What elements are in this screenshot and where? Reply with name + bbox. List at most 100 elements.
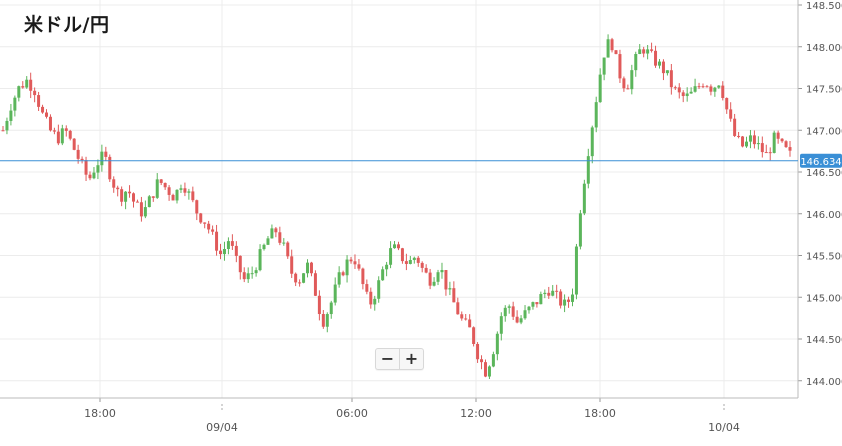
y-tick-label: 146.500: [806, 168, 842, 179]
candle-body: [444, 270, 448, 290]
candle-body: [404, 261, 408, 264]
candle-body: [199, 213, 203, 223]
candle-body: [602, 57, 606, 75]
candle-body: [96, 165, 100, 173]
candle-body: [143, 207, 147, 217]
candle-body: [483, 362, 487, 377]
y-tick-label: 147.500: [806, 85, 842, 96]
candle-body: [37, 95, 41, 107]
candle-body: [396, 244, 400, 249]
candle-body: [211, 229, 215, 232]
candle-body: [1, 130, 5, 132]
candle-body: [183, 188, 187, 193]
candle-body: [286, 242, 290, 257]
candle-body: [456, 302, 460, 315]
candle-body: [393, 244, 397, 249]
candle-body: [448, 288, 452, 290]
candle-body: [491, 354, 495, 367]
candle-body: [262, 244, 266, 250]
candle-body: [578, 213, 582, 247]
candle-body: [207, 223, 211, 230]
candle-body: [523, 310, 527, 319]
candle-body: [389, 248, 393, 265]
candle-body: [657, 61, 661, 66]
candle-body: [665, 70, 669, 74]
candle-body: [654, 50, 658, 66]
candle-body: [784, 141, 788, 148]
zoom-divider: [399, 349, 400, 369]
candle-body: [721, 85, 725, 98]
candle-body: [163, 182, 167, 188]
candle-body: [476, 343, 480, 360]
candle-body: [507, 306, 511, 308]
candle-body: [527, 306, 531, 311]
candle-body: [432, 281, 436, 286]
candle-body: [472, 327, 476, 344]
axis-layer: 148.500 148.000 147.500 147.000 146.500 146.0…: [0, 0, 842, 434]
zoom-out-button[interactable]: −: [380, 349, 395, 368]
candle-body: [725, 97, 729, 110]
candle-body: [385, 264, 389, 270]
candle-body: [748, 135, 752, 142]
candle-body: [574, 246, 578, 295]
candle-body: [171, 194, 175, 201]
candle-body: [179, 188, 183, 190]
candle-body: [230, 241, 234, 246]
candle-body: [464, 318, 468, 320]
candle-body: [9, 110, 13, 121]
candles-layer: [1, 34, 792, 380]
candle-body: [650, 49, 654, 51]
candle-body: [729, 109, 733, 119]
candle-body: [590, 127, 594, 157]
y-tick-label: 147.000: [806, 126, 842, 137]
x-tick-label: 12:00: [460, 407, 492, 420]
candle-body: [630, 70, 634, 90]
y-tick-label: 148.000: [806, 43, 842, 54]
candle-body: [139, 202, 143, 217]
candle-body: [511, 306, 515, 317]
candle-body: [614, 50, 618, 55]
current-price-label: 146.634: [800, 157, 841, 168]
candle-body: [313, 273, 317, 296]
candle-body: [756, 143, 760, 145]
candle-body: [92, 172, 96, 179]
candle-body: [219, 250, 223, 255]
candle-body: [503, 307, 507, 317]
candle-body: [531, 302, 535, 307]
candle-body: [250, 273, 254, 275]
candle-body: [238, 255, 242, 273]
candle-body: [21, 86, 25, 88]
candle-body: [697, 86, 701, 88]
candle-body: [329, 302, 333, 315]
y-tick-label: 148.500: [806, 1, 842, 12]
candle-body: [195, 200, 199, 214]
y-tick-label: 145.000: [806, 293, 842, 304]
x-tick-label: 18:00: [84, 407, 116, 420]
candle-body: [717, 85, 721, 88]
candle-body: [416, 257, 420, 263]
candle-body: [764, 152, 768, 154]
candle-body: [460, 314, 464, 319]
candle-body: [737, 135, 741, 137]
candle-body: [515, 316, 519, 323]
candle-body: [45, 112, 49, 117]
candle-body: [744, 141, 748, 147]
candle-body: [420, 262, 424, 268]
candle-body: [159, 179, 163, 183]
candle-body: [215, 231, 219, 251]
candle-body: [48, 116, 52, 131]
candle-body: [400, 248, 404, 262]
candle-body: [325, 314, 329, 327]
candle-body: [638, 49, 642, 55]
candle-body: [618, 54, 622, 79]
candle-body: [563, 299, 567, 306]
candle-body: [373, 298, 377, 305]
current-price-badge: [800, 153, 842, 168]
candle-body: [598, 74, 602, 103]
candle-body: [582, 183, 586, 214]
candle-body: [52, 130, 56, 132]
zoom-in-button[interactable]: +: [404, 349, 419, 368]
candle-body: [408, 260, 412, 264]
